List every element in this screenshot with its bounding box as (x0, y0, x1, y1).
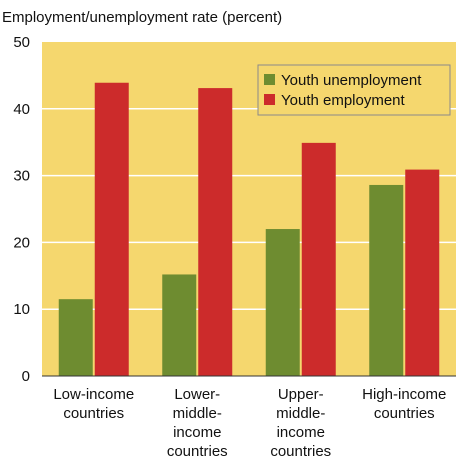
x-tick-label-line: middle- (276, 405, 325, 422)
x-tick-label-line: countries (63, 405, 124, 422)
x-tick-label-line: middle- (173, 405, 222, 422)
bar-youth-employment-3 (405, 169, 440, 376)
bar-youth-unemployment-0 (58, 299, 93, 376)
legend-swatch (264, 74, 275, 85)
bar-youth-unemployment-3 (369, 184, 404, 376)
x-tick-label-line: income (173, 424, 221, 441)
x-tick-label-line: income (277, 424, 325, 441)
bar-youth-unemployment-2 (265, 229, 300, 376)
y-axis-label: Employment/unemployment rate (percent) (2, 9, 282, 26)
legend-box (257, 64, 451, 116)
bar-youth-employment-1 (198, 88, 233, 376)
y-tick-label: 50 (13, 34, 30, 51)
bar-youth-employment-2 (301, 142, 336, 376)
x-tick-label: Lower-middle-income countries (167, 386, 228, 460)
x-tick-label-line: Upper- (278, 386, 324, 403)
y-tick-label: 20 (13, 234, 30, 251)
x-tick-label-line: Low-income (53, 386, 134, 403)
legend-label: Youth employment (281, 92, 406, 109)
x-tick-label-line: High-income (362, 386, 446, 403)
y-tick-label: 30 (13, 168, 30, 185)
y-axis-ticks: 0 10 20 30 40 50 (13, 34, 30, 385)
legend: Youth unemployment Youth employment (257, 64, 451, 116)
x-tick-label-line: Lower- (174, 386, 220, 403)
y-tick-label: 0 (22, 368, 30, 385)
bar-youth-unemployment-1 (162, 274, 197, 376)
legend-swatch (264, 94, 275, 105)
x-tick-label: High-income countries (362, 386, 446, 422)
bar-youth-employment-0 (94, 82, 129, 377)
x-tick-label-line: countries (270, 443, 331, 460)
x-axis-labels: Low-income countries Lower-middle-income co… (53, 386, 446, 460)
x-tick-label: Low-income countries (53, 386, 134, 422)
x-tick-label-line: countries (167, 443, 228, 460)
y-tick-label: 10 (13, 301, 30, 318)
legend-label: Youth unemployment (281, 72, 422, 89)
x-tick-label-line: countries (374, 405, 435, 422)
y-tick-label: 40 (13, 101, 30, 118)
bars (58, 82, 440, 377)
x-tick-label: Upper-middle-income countries (270, 386, 331, 460)
